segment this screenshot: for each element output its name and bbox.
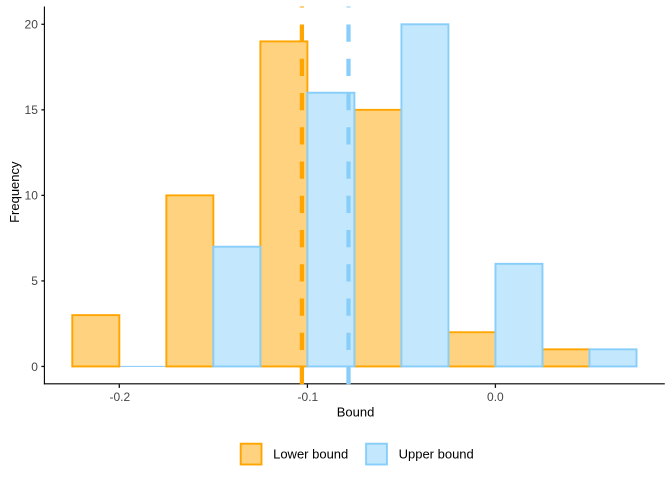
- svg-text:10: 10: [25, 189, 39, 203]
- svg-text:Upper bound: Upper bound: [399, 447, 474, 462]
- svg-text:-0.2: -0.2: [109, 390, 130, 404]
- svg-text:Bound: Bound: [337, 405, 375, 420]
- svg-text:Frequency: Frequency: [7, 161, 22, 223]
- svg-text:0.0: 0.0: [487, 390, 504, 404]
- svg-text:-0.1: -0.1: [298, 390, 319, 404]
- svg-text:15: 15: [25, 103, 39, 117]
- svg-text:5: 5: [31, 274, 38, 288]
- svg-text:0: 0: [31, 360, 38, 374]
- svg-text:20: 20: [25, 18, 39, 32]
- svg-text:Lower bound: Lower bound: [273, 447, 348, 462]
